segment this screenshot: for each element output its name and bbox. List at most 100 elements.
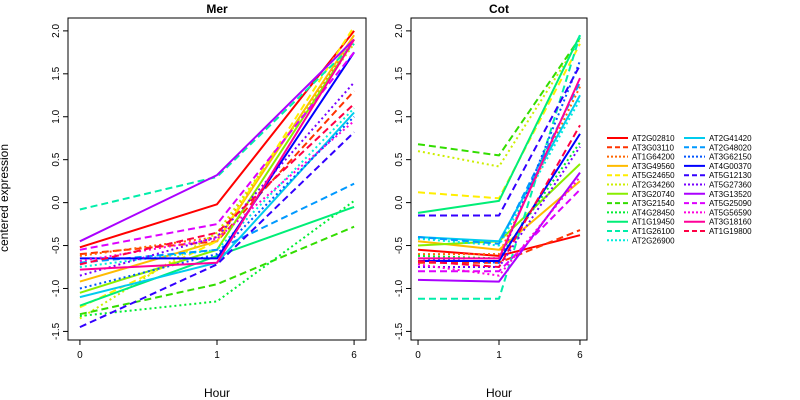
legend-label: AT1G19800 [709,227,752,236]
x-tick-label: 1 [496,350,502,361]
series-line-at2g02810 [79,30,355,249]
legend-label: AT1G19450 [632,218,675,227]
series-line-at5g24650 [79,26,355,309]
panel-title: Cot [489,2,509,16]
legend-label: AT2G41420 [709,134,752,143]
series-line-at2g26900 [417,99,581,247]
y-tick-label: 0.5 [394,152,405,166]
series-line-at2g34260 [79,43,355,320]
series-line-at5g12130 [79,131,355,329]
series-line-at3g21540 [79,225,355,316]
legend-label: AT4G00370 [709,162,752,171]
series-line-at3g13520 [417,172,581,283]
series-lines [79,26,355,329]
y-tick-label: -0.5 [51,236,62,254]
series-line-at5g12130 [418,64,581,217]
legend-entry: AT3G18160 [684,218,752,227]
legend-entry: AT3G62150 [684,153,752,162]
y-tick-label: 1.0 [394,109,405,123]
y-tick-label: 0.5 [51,152,62,166]
legend-entry: AT4G00370 [684,162,752,171]
x-tick-label: 0 [77,350,83,361]
legend-entry: AT4G28450 [607,208,675,217]
legend-entry: AT2G34260 [607,181,675,190]
legend-entry: AT1G26100 [607,227,675,236]
legend-label: AT4G28450 [632,208,675,217]
series-line-at4g28450 [79,200,355,317]
y-tick-label: -1.5 [394,322,405,340]
panel-title: Mer [206,2,228,16]
series-line-at5g27360 [79,81,355,277]
y-tick-label: 2.0 [394,23,405,37]
legend-label: AT3G21540 [632,199,675,208]
legend-label: AT1G26100 [632,227,675,236]
y-tick-label: 1.5 [394,66,405,80]
legend-entry: AT1G19800 [684,227,752,236]
chart-legend: AT2G02810AT3G03110AT1G64200AT3G49560AT5G… [607,134,752,245]
x-tick-label: 0 [415,350,421,361]
y-tick-label: -1.0 [394,279,405,297]
series-line-at3g18160 [418,77,581,260]
x-tick-label: 1 [214,350,220,361]
legend-entry: AT1G19450 [607,218,675,227]
y-tick-label: -1.0 [51,279,62,297]
series-line-at5g24650 [417,43,581,200]
y-tick-label: -1.5 [51,322,62,340]
series-line-at2g41420 [417,94,581,243]
series-line-at1g19450 [79,205,355,307]
legend-entry: AT1G64200 [607,153,675,162]
y-tick-label: 2.0 [51,23,62,37]
series-line-at3g13520 [79,38,355,243]
legend-entry: AT5G24650 [607,171,675,180]
legend-label: AT2G26900 [632,236,675,245]
legend-label: AT5G24650 [632,171,675,180]
legend-entry: AT5G27360 [684,181,752,190]
chart-panels: Mer -1.5 -1.0 -0.5 0.0 0.5 1.0 1.5 2.0 0 1 6 Hour Cot… [51,2,588,400]
series-lines [417,34,581,300]
legend-entry: AT3G03110 [607,143,675,152]
panel-cot: Cot -1.5 -1.0 -0.5 0.0 0.5 1.0 1.5 2.0 0 1 6 Hour [394,2,588,400]
y-tick-label: 0.0 [394,195,405,209]
legend-label: AT3G49560 [632,162,675,171]
legend-label: AT3G18160 [709,218,752,227]
series-line-at2g26900 [79,107,355,268]
legend-label: AT2G02810 [632,134,675,143]
series-line-at4g00370 [79,51,355,260]
legend-label: AT2G48020 [709,143,752,152]
y-axis-label: centered expression [0,144,11,252]
series-line-at1g26100 [79,43,355,211]
legend-entry: AT5G12130 [684,171,752,180]
y-tick-label: 1.0 [51,109,62,123]
legend-entry: AT5G25090 [684,199,752,208]
series-line-at4g00370 [418,133,581,262]
panel-mer: Mer -1.5 -1.0 -0.5 0.0 0.5 1.0 1.5 2.0 0 1 6 Hour [51,2,367,400]
legend-entry: AT3G21540 [607,199,675,208]
legend-label: AT5G12130 [709,171,752,180]
legend-entry: AT2G02810 [607,134,675,143]
y-tick-label: 1.5 [51,66,62,80]
legend-label: AT3G62150 [709,153,752,162]
legend-label: AT5G25090 [709,199,752,208]
legend-label: AT2G34260 [632,181,675,190]
x-axis-label: Hour [204,386,230,400]
x-tick-label: 6 [577,350,583,361]
y-tick-label: 0.0 [51,195,62,209]
series-line-at5g25090 [418,188,581,273]
series-line-at1g19450 [417,34,581,214]
series-line-at5g25090 [79,51,355,251]
legend-entry: AT2G26900 [607,236,675,245]
series-line-at3g62150 [417,60,581,264]
legend-label: AT1G64200 [632,153,675,162]
legend-entry: AT3G20740 [607,190,675,199]
series-line-at1g64200 [79,38,355,257]
legend-label: AT5G56590 [709,208,752,217]
legend-entry: AT2G48020 [684,143,752,152]
legend-label: AT3G13520 [709,190,752,199]
x-axis-label: Hour [486,386,512,400]
series-line-at1g64200 [418,86,581,256]
series-line-at5g56590 [417,176,581,277]
series-line-at1g26100 [418,34,581,300]
series-line-at1g19800 [79,103,355,266]
legend-entry: AT5G56590 [684,208,752,217]
